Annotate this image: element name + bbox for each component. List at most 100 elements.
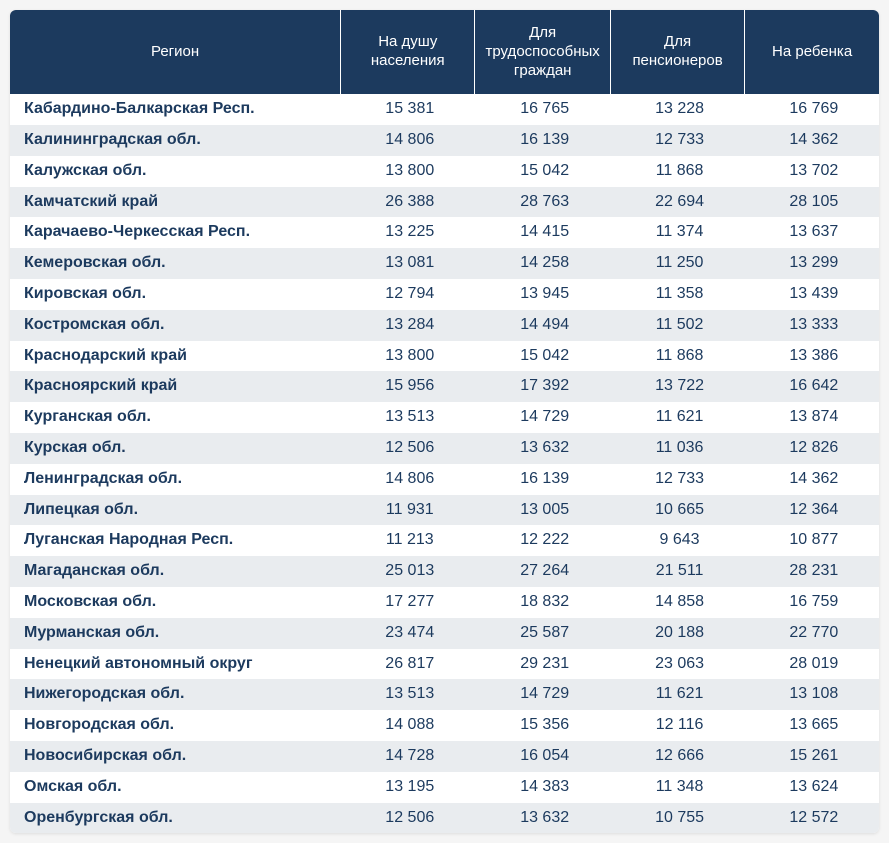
cell-value: 16 054 [475,741,611,772]
cell-region: Костромская обл. [10,310,341,341]
cell-value: 15 356 [475,710,611,741]
col-header-working: Для трудоспособных граждан [475,10,611,94]
cell-value: 16 139 [475,125,611,156]
cell-value: 15 261 [745,741,879,772]
cell-value: 12 826 [745,433,879,464]
cell-value: 11 621 [610,402,744,433]
cell-value: 14 383 [475,772,611,803]
cell-value: 12 506 [341,803,475,834]
col-header-pensioners: Для пенсионеров [610,10,744,94]
cell-region: Магаданская обл. [10,556,341,587]
cell-value: 13 800 [341,156,475,187]
cell-value: 13 722 [610,371,744,402]
cell-value: 14 088 [341,710,475,741]
table-row: Оренбургская обл.12 50613 63210 75512 57… [10,803,879,834]
cell-value: 13 637 [745,217,879,248]
table-row: Кабардино-Балкарская Респ.15 38116 76513… [10,94,879,125]
table-row: Ненецкий автономный округ26 81729 23123 … [10,649,879,680]
cell-value: 11 502 [610,310,744,341]
cell-value: 12 222 [475,525,611,556]
cell-value: 14 728 [341,741,475,772]
cell-value: 28 019 [745,649,879,680]
cell-value: 13 299 [745,248,879,279]
cell-region: Карачаево-Черкесская Респ. [10,217,341,248]
col-header-region: Регион [10,10,341,94]
cell-value: 29 231 [475,649,611,680]
cell-value: 13 945 [475,279,611,310]
cell-value: 27 264 [475,556,611,587]
table-row: Липецкая обл.11 93113 00510 66512 364 [10,495,879,526]
table-row: Курская обл.12 50613 63211 03612 826 [10,433,879,464]
cell-value: 13 702 [745,156,879,187]
cell-value: 13 195 [341,772,475,803]
table-row: Кировская обл.12 79413 94511 35813 439 [10,279,879,310]
cell-value: 13 800 [341,341,475,372]
cell-region: Кировская обл. [10,279,341,310]
cell-value: 15 042 [475,341,611,372]
cell-region: Ленинградская обл. [10,464,341,495]
cell-region: Луганская Народная Респ. [10,525,341,556]
cell-value: 11 868 [610,341,744,372]
cell-value: 18 832 [475,587,611,618]
cell-region: Камчатский край [10,187,341,218]
cell-value: 25 587 [475,618,611,649]
cell-value: 13 874 [745,402,879,433]
cell-value: 12 733 [610,125,744,156]
cell-value: 25 013 [341,556,475,587]
cell-value: 13 108 [745,679,879,710]
cell-value: 13 005 [475,495,611,526]
cell-value: 14 858 [610,587,744,618]
table-row: Московская обл.17 27718 83214 85816 759 [10,587,879,618]
cell-value: 14 729 [475,402,611,433]
table-row: Новгородская обл.14 08815 35612 11613 66… [10,710,879,741]
cell-value: 14 362 [745,125,879,156]
cell-region: Мурманская обл. [10,618,341,649]
col-header-child: На ребенка [745,10,879,94]
cell-value: 12 506 [341,433,475,464]
cell-value: 10 665 [610,495,744,526]
cell-value: 11 358 [610,279,744,310]
cell-value: 28 105 [745,187,879,218]
cell-value: 13 632 [475,803,611,834]
cell-region: Липецкая обл. [10,495,341,526]
cell-value: 13 439 [745,279,879,310]
cell-value: 14 362 [745,464,879,495]
cell-value: 13 081 [341,248,475,279]
cell-value: 14 806 [341,464,475,495]
cell-region: Курганская обл. [10,402,341,433]
cell-value: 13 284 [341,310,475,341]
table-row: Омская обл.13 19514 38311 34813 624 [10,772,879,803]
table-row: Нижегородская обл.13 51314 72911 62113 1… [10,679,879,710]
data-table-container: Регион На душу населения Для трудоспособ… [10,10,879,833]
table-header: Регион На душу населения Для трудоспособ… [10,10,879,94]
cell-region: Кабардино-Балкарская Респ. [10,94,341,125]
cell-value: 23 063 [610,649,744,680]
cell-value: 16 642 [745,371,879,402]
cell-region: Оренбургская обл. [10,803,341,834]
cell-value: 14 729 [475,679,611,710]
cell-region: Ненецкий автономный округ [10,649,341,680]
table-row: Карачаево-Черкесская Респ.13 22514 41511… [10,217,879,248]
cell-value: 15 042 [475,156,611,187]
cell-value: 15 956 [341,371,475,402]
cell-value: 22 770 [745,618,879,649]
table-row: Курганская обл.13 51314 72911 62113 874 [10,402,879,433]
cell-value: 13 624 [745,772,879,803]
cell-value: 12 733 [610,464,744,495]
cell-value: 26 817 [341,649,475,680]
cell-region: Нижегородская обл. [10,679,341,710]
cell-value: 13 228 [610,94,744,125]
table-row: Магаданская обл.25 01327 26421 51128 231 [10,556,879,587]
table-row: Луганская Народная Респ.11 21312 2229 64… [10,525,879,556]
cell-value: 26 388 [341,187,475,218]
cell-region: Краснодарский край [10,341,341,372]
cell-value: 11 931 [341,495,475,526]
cell-value: 23 474 [341,618,475,649]
cell-value: 10 755 [610,803,744,834]
cell-value: 14 806 [341,125,475,156]
cell-value: 12 666 [610,741,744,772]
cell-value: 13 513 [341,402,475,433]
cell-value: 11 868 [610,156,744,187]
cell-value: 12 794 [341,279,475,310]
cell-value: 17 277 [341,587,475,618]
